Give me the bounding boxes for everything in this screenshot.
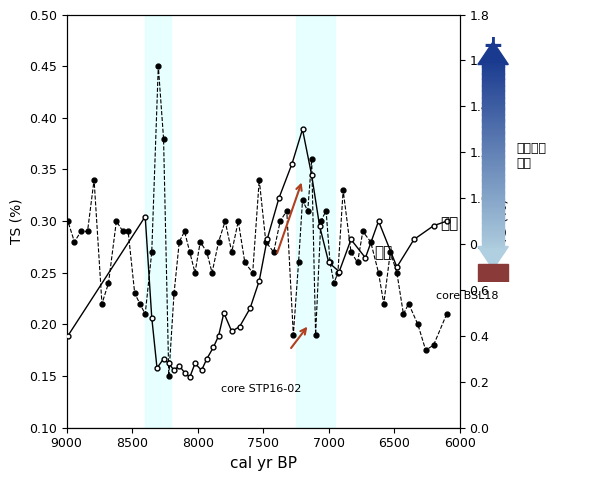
Bar — [483, 134, 503, 136]
Bar — [483, 227, 503, 230]
Bar — [483, 90, 503, 93]
Bar — [483, 203, 503, 206]
Bar — [483, 97, 503, 100]
Bar — [483, 93, 503, 95]
Bar — [483, 201, 503, 204]
Bar — [483, 196, 503, 199]
Bar — [483, 246, 503, 249]
Bar — [483, 184, 503, 187]
Bar — [483, 59, 503, 62]
Bar — [483, 117, 503, 120]
Bar — [483, 129, 503, 132]
Bar — [483, 81, 503, 84]
Bar — [483, 167, 503, 170]
Bar — [483, 153, 503, 156]
Bar — [483, 76, 503, 79]
Bar — [483, 210, 503, 213]
Bar — [483, 157, 503, 160]
Bar — [483, 193, 503, 196]
Bar — [483, 244, 503, 247]
Bar — [483, 220, 503, 223]
X-axis label: cal yr BP: cal yr BP — [230, 456, 296, 471]
Bar — [483, 174, 503, 177]
Text: +: + — [483, 34, 503, 58]
Bar — [483, 131, 503, 134]
Bar — [483, 179, 503, 182]
Bar — [483, 225, 503, 227]
Bar — [145, 15, 171, 428]
Bar — [483, 138, 503, 141]
Bar — [483, 107, 503, 110]
Y-axis label: TS (%): TS (%) — [495, 198, 509, 244]
Bar — [483, 172, 503, 175]
Bar — [483, 242, 503, 244]
Bar — [483, 100, 503, 103]
Bar — [483, 136, 503, 139]
Bar — [483, 208, 503, 211]
Bar — [483, 176, 503, 179]
Text: core STP16-02: core STP16-02 — [221, 383, 302, 394]
Bar — [483, 237, 503, 240]
Bar — [483, 198, 503, 201]
Bar — [483, 71, 503, 74]
Bar — [483, 186, 503, 189]
Bar — [483, 165, 503, 168]
Bar — [483, 145, 503, 148]
Bar — [483, 114, 503, 117]
Text: 서해: 서해 — [374, 245, 393, 260]
Bar — [483, 234, 503, 237]
Text: 남해: 남해 — [440, 216, 459, 231]
Bar — [483, 162, 503, 165]
FancyArrow shape — [478, 42, 508, 65]
Y-axis label: TS (%): TS (%) — [9, 198, 23, 244]
Bar — [483, 170, 503, 173]
Bar — [483, 155, 503, 158]
Bar — [483, 104, 503, 107]
Bar — [483, 150, 503, 153]
FancyArrow shape — [478, 246, 508, 269]
Text: 해수유입
빈도: 해수유입 빈도 — [516, 141, 546, 170]
Bar — [483, 73, 503, 76]
Bar — [483, 61, 503, 64]
Bar — [483, 126, 503, 129]
Text: core BSL18: core BSL18 — [436, 291, 499, 301]
Bar — [483, 191, 503, 194]
Bar — [483, 239, 503, 242]
Bar — [296, 15, 335, 428]
Bar — [483, 64, 503, 67]
Bar — [483, 222, 503, 225]
Bar — [483, 122, 503, 124]
Bar — [483, 86, 503, 88]
Bar — [483, 213, 503, 216]
Bar — [483, 119, 503, 122]
Bar — [483, 249, 503, 252]
Bar — [483, 78, 503, 81]
Bar — [483, 124, 503, 127]
Bar — [483, 112, 503, 115]
Bar — [483, 189, 503, 191]
Bar — [483, 160, 503, 163]
Bar — [483, 206, 503, 208]
Bar — [483, 215, 503, 218]
Bar — [483, 69, 503, 71]
Bar — [483, 217, 503, 220]
Bar — [483, 88, 503, 91]
Bar — [483, 102, 503, 105]
Bar — [483, 83, 503, 86]
Bar — [483, 143, 503, 146]
Bar — [483, 232, 503, 235]
Bar — [479, 264, 508, 282]
Bar — [483, 140, 503, 143]
Bar — [483, 95, 503, 98]
Bar — [483, 229, 503, 232]
Bar — [483, 66, 503, 69]
Bar — [483, 148, 503, 151]
Bar — [483, 109, 503, 112]
Bar — [483, 181, 503, 184]
